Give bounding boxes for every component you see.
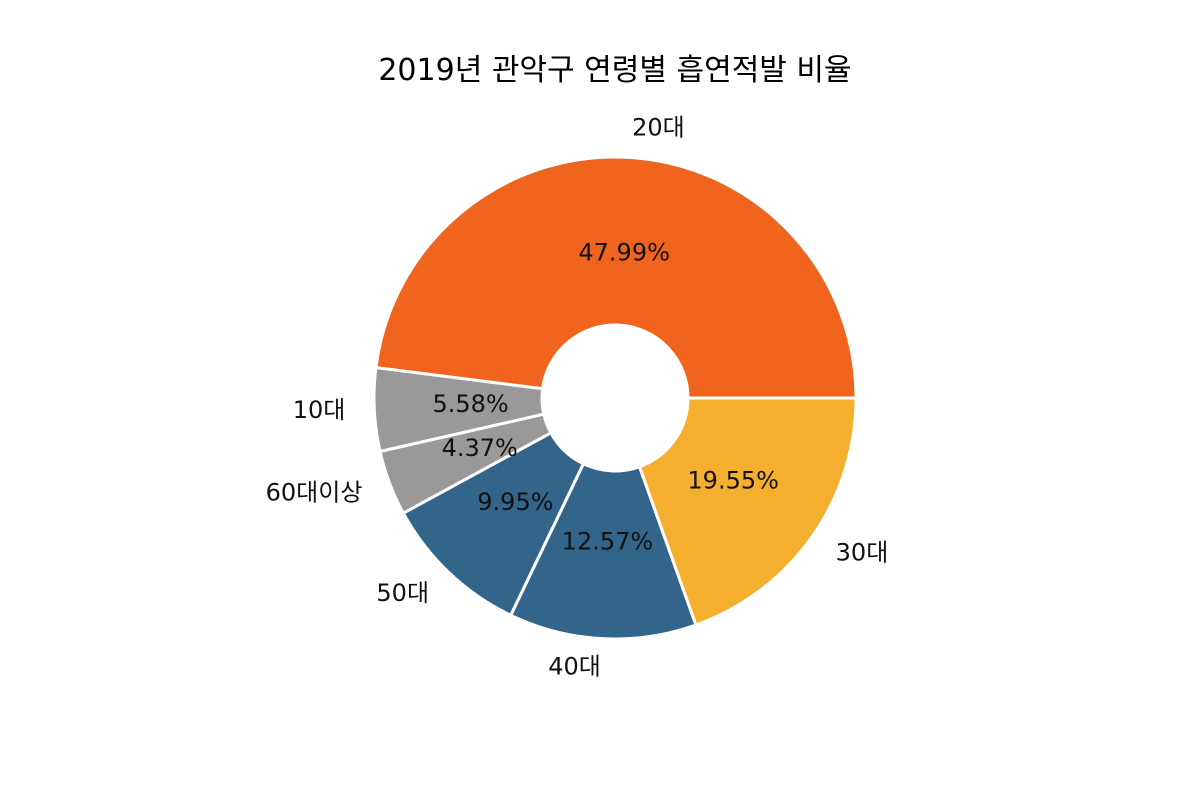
slice-label-5: 30대 — [836, 539, 889, 567]
slice-label-1: 10대 — [293, 396, 346, 424]
percentage-label-5: 19.55% — [687, 466, 779, 494]
chart-title: 2019년 관악구 연령별 흡연적발 비율 — [378, 53, 851, 88]
pie-slice-50-3 — [401, 431, 585, 617]
slice-label-4: 40대 — [548, 653, 601, 681]
pie-slices — [372, 155, 858, 641]
percentage-labels: 47.99% 5.58% 4.37% 9.95% 12.57% 19.55% — [432, 239, 778, 556]
slice-label-0: 20대 — [632, 114, 685, 142]
pie-slice-40-4 — [509, 462, 698, 641]
pie-slice-30-5 — [638, 396, 858, 627]
percentage-label-3: 9.95% — [477, 488, 553, 516]
percentage-label-0: 47.99% — [578, 239, 670, 267]
percentage-label-4: 12.57% — [562, 527, 654, 555]
percentage-label-2: 4.37% — [442, 434, 518, 462]
pie-slice-20-0 — [374, 155, 858, 400]
percentage-label-1: 5.58% — [432, 390, 508, 418]
slice-label-3: 50대 — [376, 579, 429, 607]
slice-labels: 20대 10대 60대이상 50대 40대 30대 — [266, 114, 889, 681]
slice-label-2: 60대이상 — [266, 478, 363, 506]
